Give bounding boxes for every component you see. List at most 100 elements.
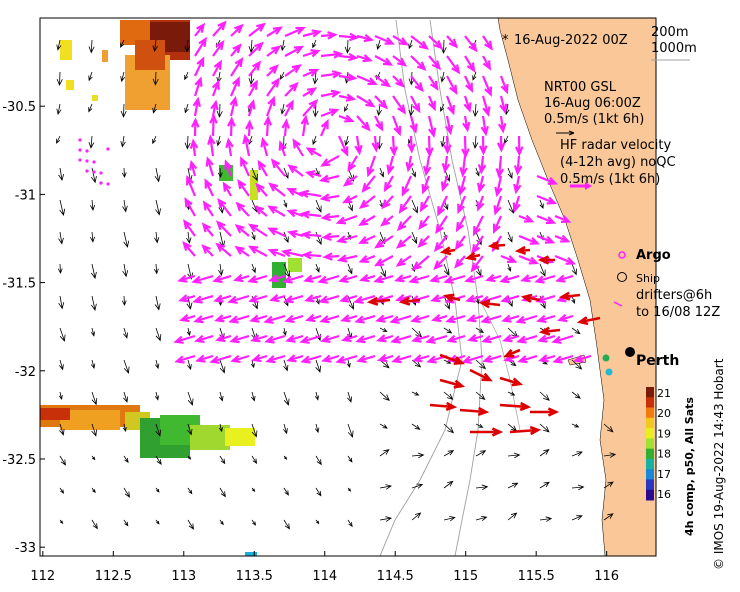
radar-vector [374,34,395,45]
model-vector [251,519,257,526]
model-vector [184,103,189,114]
land-mass [497,18,656,556]
radar-vector [319,118,329,137]
radar-vector [410,95,421,114]
radar-vector [373,274,394,284]
model-vector [152,71,159,86]
radar-vector [338,274,358,284]
model-vector [153,263,159,275]
radar-vector [319,314,340,324]
model-vector [59,519,64,524]
radar-vector [340,314,358,323]
radar-vector [347,155,358,173]
radar-vector [286,209,304,218]
radar-vector [245,119,254,137]
radar-vector [463,95,472,113]
city-label: Perth [636,353,679,369]
model-vector [347,455,353,463]
radar-vector [435,215,448,235]
radar-vector [217,198,232,217]
model-vector [312,39,317,49]
model-vector [251,231,256,241]
model-vector [440,71,446,83]
model-vector [312,71,319,85]
model-vector [315,519,320,525]
radar-vector [482,354,502,364]
radar-vector [319,193,340,202]
radar-vector [501,314,520,323]
model-vector [218,263,224,277]
model-vector [251,487,256,492]
radar-vector [401,175,413,197]
model-vector [59,423,65,436]
model-vector [571,451,583,457]
drifter-vector [442,293,461,303]
radar-vector [480,314,502,324]
model-vector [88,39,95,54]
radar-vector [500,254,518,264]
radar-vector [536,314,556,324]
model-vector [411,391,420,396]
radar-vector [433,255,448,270]
model-vector [155,519,160,525]
radar-vector [212,20,227,37]
drifter-vector [439,353,465,365]
radar-vector [320,212,340,222]
radar-vector [317,274,340,284]
model-vector [89,231,95,243]
radar-vector [492,215,503,234]
model-vector [216,135,222,147]
drifter-vector [439,246,456,256]
radar-vector [260,136,269,157]
model-vector [346,359,351,368]
model-vector [56,135,61,144]
radar-vector [320,70,343,79]
model-vector [603,481,614,489]
radar-vector [443,274,466,284]
model-vector [154,359,160,370]
hf-radar-vectors [78,20,592,364]
argo-symbol [618,251,626,259]
drifter-vector [576,316,601,326]
model-vector [90,199,96,211]
radar-vector [263,115,272,137]
colorbar-tick-label: 19 [657,427,671,440]
radar-vector [302,29,323,38]
model-vector [186,231,192,244]
radar-vector [230,354,250,364]
radar-vector [302,99,319,117]
radar-vector [407,135,416,154]
radar-vector [301,250,322,260]
radar-vector [396,215,412,232]
radar-vector [500,294,520,304]
radar-vector [496,135,506,153]
radar-vector [318,174,340,183]
model-vector [603,452,617,458]
radar-vector [538,354,556,363]
radar-vector [479,135,488,156]
radar-vector [518,214,535,223]
model-vector [475,423,484,428]
radar-vector [300,114,309,137]
radar-vector [374,55,394,66]
colorbar-swatch [646,458,654,470]
y-tick-label: -30.5 [2,100,36,115]
radar-vector [302,68,320,78]
model-vector [91,519,98,530]
radar-vector [361,175,376,193]
radar-vector [338,93,357,102]
radar-vector [234,223,250,237]
radar-vector [418,215,430,231]
radar-vector [248,22,267,37]
radar-vector [391,354,412,364]
colorbar-swatch [646,448,654,460]
drifter-vector [439,378,466,389]
model-vector [411,231,418,245]
radar-vector [551,334,574,344]
model-vector [59,455,66,466]
model-vector [187,519,194,530]
radar-vector [201,244,214,257]
radar-vector [230,43,242,57]
model-vector [539,391,550,401]
